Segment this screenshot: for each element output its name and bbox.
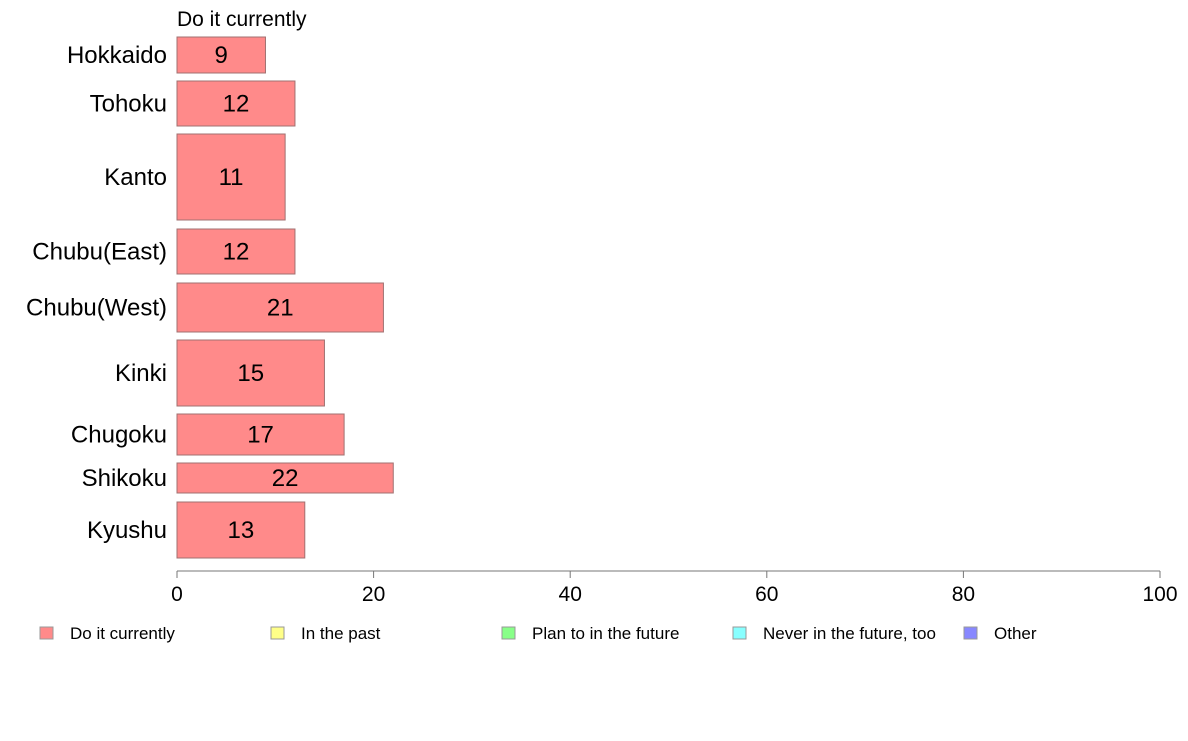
legend-swatch bbox=[501, 626, 516, 640]
data-label: 9 bbox=[215, 42, 228, 69]
category-label: Chubu(West) bbox=[26, 295, 167, 322]
category-label: Shikoku bbox=[82, 465, 167, 492]
legend-swatch bbox=[963, 626, 978, 640]
category-label: Kyushu bbox=[87, 517, 167, 544]
x-tick-label: 100 bbox=[1142, 583, 1177, 606]
bar-segment bbox=[176, 413, 345, 456]
category-label: Chugoku bbox=[71, 422, 167, 449]
legend-label: Never in the future, too bbox=[763, 624, 936, 643]
legend-item: Other bbox=[963, 624, 1037, 643]
legend-label: Other bbox=[994, 624, 1037, 643]
data-label: 15 bbox=[237, 360, 264, 387]
data-label: 13 bbox=[228, 517, 255, 544]
x-tick-label: 80 bbox=[952, 583, 975, 606]
data-label: 17 bbox=[247, 422, 274, 449]
bar-segment bbox=[176, 80, 296, 127]
bars-layer: Hokkaido 9 Tohoku 12 Kanto 11 Chubu(East) 12 Chu… bbox=[26, 36, 394, 559]
legend-item: Never in the future, too bbox=[732, 624, 936, 643]
legend-item: In the past bbox=[270, 624, 381, 643]
x-tick-label: 40 bbox=[559, 583, 582, 606]
data-label: 12 bbox=[223, 91, 250, 118]
category-label: Kanto bbox=[104, 164, 167, 191]
category-label: Chubu(East) bbox=[32, 239, 167, 266]
data-label: 22 bbox=[272, 465, 299, 492]
chart-top-label: Do it currently bbox=[177, 8, 307, 31]
x-tick-label: 60 bbox=[755, 583, 778, 606]
x-tick-label: 20 bbox=[362, 583, 385, 606]
category-label: Tohoku bbox=[90, 91, 167, 118]
legend-swatch bbox=[732, 626, 747, 640]
legend-label: Do it currently bbox=[70, 624, 175, 643]
bar-segment bbox=[176, 339, 325, 407]
legend-label: In the past bbox=[301, 624, 381, 643]
data-label: 21 bbox=[267, 295, 294, 322]
bar-segment bbox=[176, 228, 296, 275]
x-axis: 0 20 40 60 80 100 bbox=[171, 570, 1178, 606]
bar-segment bbox=[176, 36, 266, 74]
data-label: 12 bbox=[223, 239, 250, 266]
bar-segment bbox=[176, 462, 394, 494]
bar-segment bbox=[176, 282, 384, 333]
bar-segment bbox=[176, 133, 286, 221]
x-tick-label: 0 bbox=[171, 583, 183, 606]
bar-segment bbox=[176, 501, 306, 559]
legend-item: Do it currently bbox=[39, 624, 175, 643]
category-label: Kinki bbox=[115, 360, 167, 387]
legend-item: Plan to in the future bbox=[501, 624, 679, 643]
category-label: Hokkaido bbox=[67, 42, 167, 69]
legend-swatch bbox=[270, 626, 285, 640]
data-label: 11 bbox=[219, 164, 244, 191]
legend-label: Plan to in the future bbox=[532, 624, 679, 643]
legend-swatch bbox=[39, 626, 54, 640]
legend: Do it currently In the past Plan to in the… bbox=[39, 624, 1037, 643]
